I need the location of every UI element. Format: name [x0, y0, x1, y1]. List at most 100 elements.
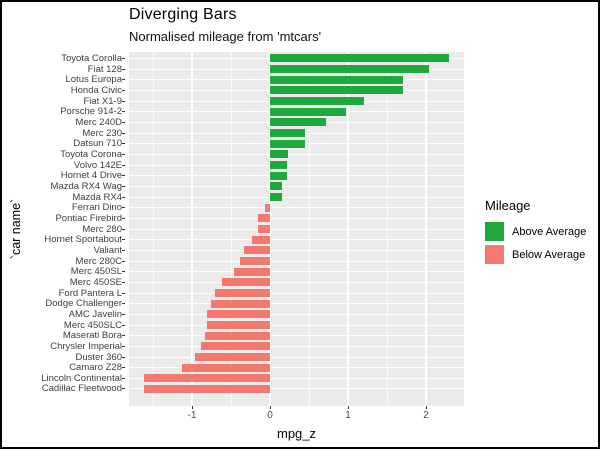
gridline-horizontal	[129, 281, 464, 283]
y-tick-mark	[122, 89, 125, 91]
gridline-vertical-minor	[386, 52, 388, 406]
gridline-vertical-major	[347, 52, 349, 406]
bar	[270, 54, 449, 63]
y-tick-mark	[122, 228, 125, 230]
y-tick-mark	[122, 175, 125, 177]
y-tick-mark	[122, 79, 125, 81]
bar	[270, 182, 282, 191]
bar	[210, 299, 270, 308]
bar	[270, 97, 364, 105]
x-tick-mark	[348, 406, 349, 409]
y-tick-mark	[122, 121, 125, 123]
y-tick-mark	[122, 217, 125, 219]
x-axis-title: mpg_z	[276, 426, 317, 441]
bar	[270, 129, 306, 137]
y-tick-label: Mazda RX4	[72, 191, 122, 203]
y-tick-label: Porsche 914-2	[60, 106, 122, 118]
bar	[144, 384, 270, 393]
y-tick-label: Ferrari Dino	[71, 202, 122, 214]
bar	[270, 193, 282, 201]
gridline-horizontal	[129, 324, 464, 326]
y-tick-mark	[122, 324, 125, 326]
y-tick-label: Fiat 128	[87, 63, 122, 75]
bar	[204, 331, 270, 340]
bar	[200, 342, 270, 351]
y-tick-label: Merc 450SL	[70, 266, 122, 278]
bar	[270, 75, 404, 84]
bar	[234, 267, 270, 276]
bar	[270, 86, 404, 95]
bar	[206, 321, 270, 329]
y-tick-mark	[122, 239, 125, 241]
gridline-horizontal	[129, 377, 464, 379]
bar	[252, 235, 270, 244]
gridline-horizontal	[129, 153, 464, 155]
gridline-horizontal	[129, 175, 464, 177]
y-tick-label: Pontiac Firebird	[55, 212, 122, 224]
gridline-vertical-major	[425, 52, 427, 406]
x-tick-label: 0	[267, 410, 273, 421]
y-tick-label: Hornet 4 Drive	[60, 170, 122, 182]
y-tick-label: Lotus Europa	[65, 74, 122, 86]
y-tick-mark	[122, 345, 125, 347]
y-tick-mark	[122, 185, 125, 187]
y-tick-label: Merc 280	[82, 223, 122, 235]
gridline-vertical-minor	[152, 52, 154, 406]
x-tick-mark	[192, 406, 193, 409]
y-tick-label: Toyota Corolla	[61, 52, 122, 64]
y-tick-mark	[122, 260, 125, 262]
x-tick-label: -1	[187, 410, 197, 421]
y-tick-label: Cadillac Fleetwood	[41, 383, 122, 395]
bar	[265, 203, 270, 212]
gridline-horizontal	[129, 388, 464, 390]
y-tick-label: Datsun 710	[73, 138, 122, 150]
gridline-vertical-minor	[230, 52, 232, 406]
gridline-vertical-major	[191, 52, 193, 406]
y-tick-mark	[122, 164, 125, 166]
gridline-horizontal	[129, 164, 464, 166]
gridline-horizontal	[129, 303, 464, 305]
legend-title: Mileage	[485, 198, 531, 213]
y-tick-mark	[122, 207, 125, 209]
y-tick-label: Merc 230	[82, 127, 122, 139]
y-tick-label: Valiant	[93, 244, 122, 256]
y-tick-label: Camaro Z28	[69, 362, 122, 374]
x-tick-label: 1	[345, 410, 351, 421]
bar	[270, 171, 288, 180]
y-tick-label: Chrysler Imperial	[50, 340, 122, 352]
gridline-horizontal	[129, 217, 464, 219]
bar	[244, 246, 270, 255]
y-axis-labels: Toyota Corolla Fiat 128 Lotus Europa Honda …	[2, 52, 125, 406]
y-tick-mark	[122, 111, 125, 113]
bar	[270, 118, 327, 127]
y-tick-label: AMC Javelin	[68, 308, 122, 320]
y-tick-label: Lincoln Continental	[41, 372, 122, 384]
y-tick-mark	[122, 271, 125, 273]
gridline-horizontal	[129, 185, 464, 187]
y-tick-label: Merc 450SE	[69, 276, 122, 288]
y-tick-label: Merc 280C	[75, 255, 122, 267]
bar	[270, 150, 288, 159]
bar	[214, 289, 270, 297]
legend-label-above: Above Average	[512, 225, 587, 238]
gridline-horizontal	[129, 292, 464, 294]
gridline-horizontal	[129, 335, 464, 337]
gridline-vertical-minor	[308, 52, 310, 406]
bar	[240, 257, 270, 265]
y-tick-mark	[122, 249, 125, 251]
legend-swatch-below-icon	[485, 245, 504, 264]
bar	[206, 310, 270, 319]
gridline-horizontal	[129, 356, 464, 358]
x-tick-label: 2	[423, 410, 429, 421]
gridline-vertical-major	[269, 52, 271, 406]
y-tick-mark	[122, 367, 125, 369]
gridline-horizontal	[129, 313, 464, 315]
y-tick-label: Toyota Corona	[60, 148, 122, 160]
y-tick-mark	[122, 100, 125, 102]
y-tick-mark	[122, 143, 125, 145]
gridline-horizontal	[129, 249, 464, 251]
bar	[181, 363, 270, 372]
gridline-horizontal	[129, 207, 464, 209]
gridline-horizontal	[129, 196, 464, 198]
